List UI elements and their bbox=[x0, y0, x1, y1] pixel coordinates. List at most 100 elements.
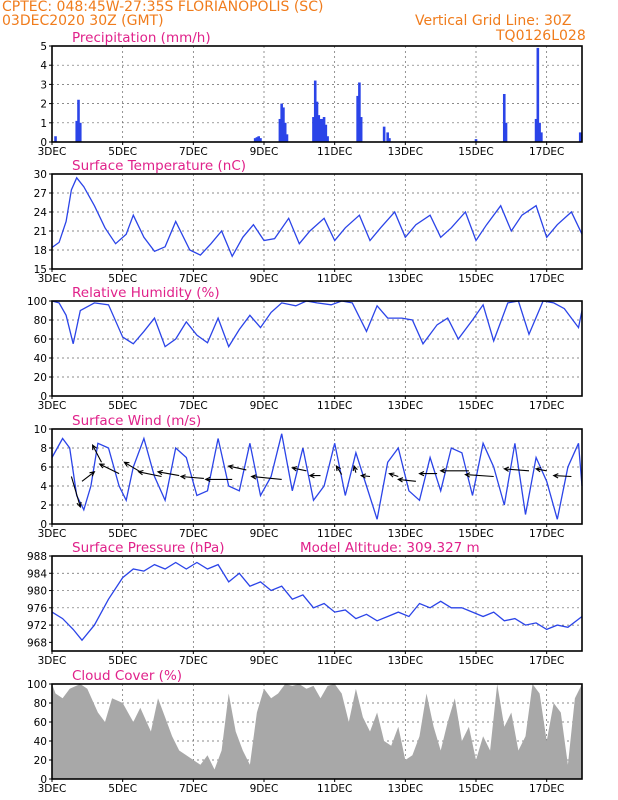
x-tick-label: 11DEC bbox=[317, 400, 352, 412]
panel-title: Surface Wind (m/s) bbox=[72, 413, 201, 429]
y-tick-label: 0 bbox=[40, 391, 47, 403]
y-tick-label: 40 bbox=[34, 736, 47, 748]
wind-arrow bbox=[397, 477, 416, 483]
panel-0-frame bbox=[51, 45, 583, 143]
precip-bar bbox=[312, 117, 315, 142]
wind-arrow bbox=[291, 466, 307, 472]
y-tick-label: 100 bbox=[27, 296, 47, 308]
precip-bar bbox=[359, 117, 363, 142]
x-tick-label: 15DEC bbox=[458, 146, 493, 158]
x-tick-label: 11DEC bbox=[317, 528, 352, 540]
x-tick-label: 7DEC bbox=[179, 528, 208, 540]
precip-bar bbox=[259, 138, 262, 142]
precip-bar bbox=[358, 82, 361, 142]
x-tick-label: 17DEC bbox=[529, 528, 564, 540]
panel-title: Precipitation (mm/h) bbox=[72, 30, 211, 46]
x-tick-label: 11DEC bbox=[317, 273, 352, 285]
precip-bar bbox=[255, 137, 259, 142]
y-tick-label: 100 bbox=[27, 679, 47, 691]
precip-bar bbox=[540, 132, 543, 142]
x-tick-label: 5DEC bbox=[108, 273, 137, 285]
x-tick-label: 17DEC bbox=[529, 783, 564, 795]
y-tick-label: 80 bbox=[34, 698, 47, 710]
y-tick-label: 980 bbox=[27, 586, 47, 598]
x-tick-label: 7DEC bbox=[179, 273, 208, 285]
cloud-cover-area bbox=[52, 684, 582, 779]
precip-bar bbox=[534, 118, 538, 142]
precip-bar bbox=[578, 132, 582, 142]
x-tick-label: 3DEC bbox=[38, 400, 67, 412]
panel-1-frame bbox=[51, 173, 583, 270]
precip-bar bbox=[324, 124, 328, 142]
x-tick-label: 13DEC bbox=[388, 273, 423, 285]
x-tick-label: 3DEC bbox=[38, 146, 67, 158]
precip-bar bbox=[474, 139, 478, 142]
wind-arrow bbox=[123, 461, 141, 473]
x-tick-label: 5DEC bbox=[108, 783, 137, 795]
series-line-2 bbox=[51, 300, 583, 349]
precip-bar bbox=[382, 126, 386, 142]
y-tick-label: 2 bbox=[40, 99, 47, 111]
x-tick-label: 7DEC bbox=[179, 400, 208, 412]
y-tick-label: 10 bbox=[34, 424, 47, 436]
wind-arrow bbox=[204, 476, 233, 482]
x-tick-label: 13DEC bbox=[388, 400, 423, 412]
precip-bar bbox=[278, 118, 282, 142]
x-tick-label: 15DEC bbox=[458, 400, 493, 412]
precip-bar bbox=[317, 115, 321, 142]
wind-arrow bbox=[308, 472, 321, 479]
series-line-4 bbox=[51, 561, 583, 642]
panel-4-grid bbox=[52, 556, 582, 651]
x-tick-label: 13DEC bbox=[388, 655, 423, 667]
wind-arrow bbox=[335, 465, 343, 475]
x-tick-label: 17DEC bbox=[529, 400, 564, 412]
x-tick-label: 9DEC bbox=[250, 273, 279, 285]
series-line-3 bbox=[51, 433, 583, 520]
precip-bar bbox=[504, 122, 508, 142]
series-line-1 bbox=[51, 176, 583, 258]
wind-arrow bbox=[137, 469, 162, 478]
y-tick-label: 968 bbox=[27, 637, 47, 649]
y-tick-label: 972 bbox=[27, 620, 47, 632]
y-tick-label: 0 bbox=[40, 774, 47, 786]
x-tick-label: 3DEC bbox=[38, 655, 67, 667]
panel-2-grid bbox=[52, 301, 582, 396]
precip-bar bbox=[75, 120, 79, 142]
y-tick-label: 21 bbox=[34, 226, 47, 238]
x-tick-label: 15DEC bbox=[458, 783, 493, 795]
y-tick-label: 6 bbox=[40, 462, 47, 474]
x-tick-label: 7DEC bbox=[179, 783, 208, 795]
panel-title: Relative Humidity (%) bbox=[72, 285, 220, 301]
precip-bar bbox=[283, 122, 287, 142]
panel-title: Surface Temperature (nC) bbox=[72, 158, 246, 174]
x-tick-label: 5DEC bbox=[108, 400, 137, 412]
x-tick-label: 11DEC bbox=[317, 783, 352, 795]
panel-title: Surface Pressure (hPa) bbox=[72, 540, 225, 556]
y-tick-label: 8 bbox=[40, 443, 47, 455]
y-tick-label: 20 bbox=[34, 755, 47, 767]
wind-arrow bbox=[418, 471, 438, 477]
wind-arrow bbox=[81, 471, 96, 482]
x-tick-label: 11DEC bbox=[317, 655, 352, 667]
wind-arrow bbox=[98, 463, 120, 475]
precip-bar bbox=[257, 136, 260, 142]
y-tick-label: 30 bbox=[34, 169, 47, 181]
wind-arrow bbox=[352, 464, 358, 473]
y-tick-label: 4 bbox=[40, 481, 47, 493]
x-tick-label: 13DEC bbox=[388, 146, 423, 158]
header-run-time: 03DEC2020 30Z (GMT) bbox=[2, 13, 164, 29]
y-tick-label: 988 bbox=[27, 551, 47, 563]
header-model-id: TQ0126L028 bbox=[496, 28, 586, 44]
x-tick-label: 13DEC bbox=[388, 528, 423, 540]
y-tick-label: 80 bbox=[34, 315, 47, 327]
precip-bar bbox=[77, 99, 80, 142]
panel-title: Cloud Cover (%) bbox=[72, 668, 182, 684]
wind-arrow bbox=[156, 469, 180, 477]
panel-subtitle: Model Altitude: 309.327 m bbox=[300, 540, 480, 556]
wind-arrow bbox=[179, 474, 204, 480]
header-station: CPTEC: 048:45W-27:35S FLORIANOPOLIS (SC) bbox=[2, 0, 324, 15]
x-tick-label: 9DEC bbox=[250, 528, 279, 540]
y-tick-label: 18 bbox=[34, 245, 47, 257]
x-tick-label: 7DEC bbox=[179, 655, 208, 667]
precip-bar bbox=[282, 107, 285, 142]
